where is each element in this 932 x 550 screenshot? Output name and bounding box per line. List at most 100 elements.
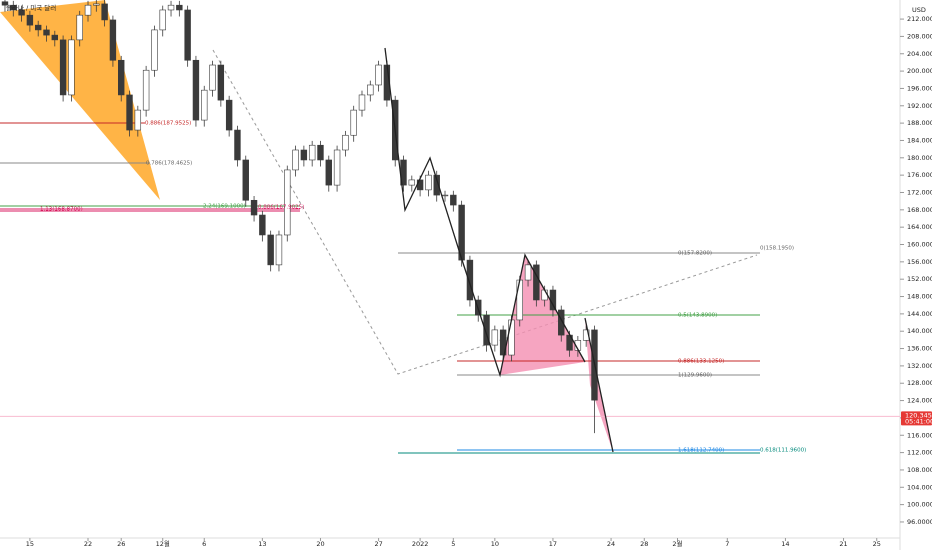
y-tick-label: 160.0000 (907, 241, 932, 249)
x-tick-label: 12월 (156, 539, 170, 548)
candle-body (284, 169, 291, 236)
y-tick-label: 212.0000 (907, 15, 932, 23)
candle-body (109, 19, 117, 61)
candle-body (93, 3, 100, 6)
candle-body (142, 69, 150, 111)
candle-body (317, 144, 324, 161)
candle-body (250, 199, 258, 216)
y-tick-label: 112.0000 (907, 449, 932, 457)
y-tick-label: 208.0000 (907, 32, 932, 40)
x-tick-label: 17 (549, 540, 557, 548)
y-tick-label: 184.0000 (907, 136, 932, 144)
y-tick-label: 100.0000 (907, 501, 932, 509)
candle-body (59, 39, 67, 96)
y-tick-label: 132.0000 (907, 362, 932, 370)
fib-label: 0.886(133.1250) (678, 359, 724, 365)
x-tick-label: 6 (202, 540, 206, 548)
x-tick-label: 7 (725, 540, 729, 548)
candle-body (524, 264, 532, 281)
x-tick-label: 25 (873, 540, 881, 548)
y-tick-label: 172.0000 (907, 188, 932, 196)
candle-body (225, 99, 233, 131)
candle-body (126, 94, 133, 131)
candle-body (234, 129, 241, 161)
y-tick-label: 200.0000 (907, 67, 932, 75)
candle-body (450, 194, 457, 206)
fib-label: 1.13(168.8700) (40, 207, 83, 213)
candle-body (84, 4, 92, 16)
candle-body (201, 89, 208, 121)
fib-label: 1.618(112.7400) (678, 448, 724, 454)
candle-body (43, 29, 50, 36)
fib-label: 0.886(187.9525) (145, 121, 191, 127)
candle-body (76, 14, 83, 41)
candle-body (292, 149, 299, 171)
candle-body (433, 174, 440, 196)
candle-body (508, 319, 515, 356)
x-tick-label: 5 (451, 540, 455, 548)
y-tick-label: 104.0000 (907, 483, 932, 491)
candle-body (1, 1, 9, 6)
candle-body (308, 144, 316, 161)
fib-label: 0.618(111.9600) (760, 448, 806, 454)
x-tick-label: 22 (84, 540, 92, 548)
y-tick-label: 148.0000 (907, 293, 932, 301)
fib-label: 0.886(167.9025) (258, 205, 304, 211)
y-tick-label: 164.0000 (907, 223, 932, 231)
candle-body (134, 109, 142, 131)
y-tick-label: 116.0000 (907, 431, 932, 439)
candle-body (499, 329, 507, 356)
y-tick-label: 196.0000 (907, 84, 932, 92)
fib-label: 0(158.1950) (760, 246, 794, 252)
candle-body (275, 234, 283, 266)
fib-label: 2.24(169.1000) (203, 204, 246, 210)
x-tick-label: 27 (374, 540, 382, 548)
fib-label: 1(129.9600) (678, 373, 712, 379)
x-tick-label: 20 (316, 540, 324, 548)
x-tick-label: 15 (26, 540, 34, 548)
x-tick-label: 10 (491, 540, 499, 548)
candle-body (541, 289, 548, 301)
y-tick-label: 128.0000 (907, 379, 932, 387)
candle-body (242, 159, 249, 201)
fib-label: 0.5(143.8900) (678, 313, 717, 319)
x-tick-label: 21 (839, 540, 847, 548)
candle-body (350, 109, 357, 136)
y-tick-label: 152.0000 (907, 275, 932, 283)
candle-body (159, 9, 166, 31)
zigzag (384, 47, 586, 378)
candle-body (466, 259, 474, 301)
y-tick-label: 108.0000 (907, 466, 932, 474)
x-tick-label: 28 (640, 540, 648, 548)
candle-body (18, 9, 25, 16)
candle-body (483, 314, 490, 346)
drawings (384, 47, 614, 453)
price-tag (901, 411, 932, 426)
y-tick-label: 168.0000 (907, 206, 932, 214)
candle-body (425, 174, 432, 191)
candle-body (34, 24, 42, 31)
trend-line (212, 49, 758, 375)
candle-body (51, 34, 59, 41)
candle-body (259, 214, 266, 236)
y-tick-label: 204.0000 (907, 50, 932, 58)
candle-body (325, 159, 332, 186)
candle-body (333, 149, 341, 186)
candle-body (558, 309, 565, 336)
price-tag-timer: 05:41:00 (905, 417, 932, 425)
candle-body (68, 39, 75, 96)
candle-body (209, 64, 216, 91)
x-tick-label: 14 (781, 540, 789, 548)
candle-body (358, 94, 366, 111)
x-tick-label: 26 (117, 540, 125, 548)
candle-body (118, 59, 125, 96)
y-tick-label: 96.0000 (907, 518, 932, 526)
candle-body (375, 64, 382, 86)
price-tag-value: 120.3458 (905, 411, 932, 419)
candle-body (408, 179, 416, 186)
y-tick-label: 156.0000 (907, 258, 932, 266)
symbol-title: 솔라나 / 미국 달러 (6, 3, 56, 12)
fib-label: 0(157.8200) (678, 251, 712, 257)
